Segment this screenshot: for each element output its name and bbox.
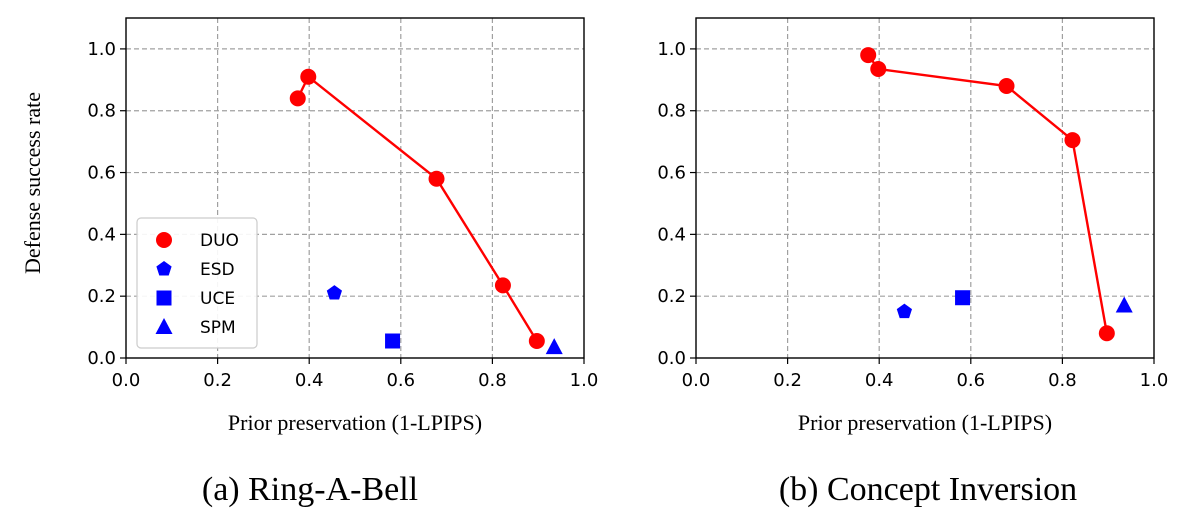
- uce-point: [385, 333, 401, 349]
- series-spm: [1115, 296, 1133, 313]
- legend-label-esd: ESD: [200, 260, 235, 280]
- series-uce: [385, 333, 401, 349]
- panel-a: 0.0 0.2 0.4 0.6 0.8 1.0 0.0 0.2 0.4 0.6 0.8 1.0 Prio…: [20, 17, 599, 508]
- series-esd: [326, 285, 342, 300]
- duo-point: [1098, 325, 1115, 342]
- panel-caption: (b) Concept Inversion: [779, 471, 1077, 508]
- x-tick-label: 0.4: [295, 370, 324, 391]
- x-tick-label: 0.6: [386, 370, 415, 391]
- spm-point: [1115, 296, 1133, 313]
- duo-point: [870, 61, 887, 77]
- duo-point: [428, 170, 445, 187]
- legend-label-spm: SPM: [200, 318, 236, 338]
- y-tick-label: 0.4: [87, 224, 116, 245]
- legend-marker-esd: [156, 261, 172, 276]
- x-axis-label: Prior preservation (1-LPIPS): [798, 410, 1052, 435]
- x-tick-label: 0.2: [773, 370, 802, 391]
- x-tick-label: 0.8: [1048, 370, 1077, 391]
- series-duo: [289, 68, 545, 349]
- y-tick-label: 0.2: [87, 286, 116, 307]
- x-tick-label: 0.6: [956, 370, 985, 391]
- x-tick-label: 0.4: [865, 370, 894, 391]
- duo-point: [860, 47, 877, 64]
- y-tick-label: 0.0: [657, 348, 686, 369]
- spm-point: [545, 338, 563, 355]
- series-uce: [955, 290, 971, 306]
- x-tick-label: 0.0: [682, 370, 711, 391]
- x-tick-label: 0.2: [203, 370, 232, 391]
- y-tick-label: 0.4: [657, 224, 686, 245]
- y-tick-label: 0.8: [87, 101, 116, 122]
- x-tick-label: 0.8: [478, 370, 507, 391]
- panel-b: 0.0 0.2 0.4 0.6 0.8 1.0 0.0 0.2 0.4 0.6 0.8 1.0 Prio…: [657, 17, 1169, 508]
- legend-marker-spm: [155, 318, 173, 334]
- legend-label-uce: UCE: [200, 289, 235, 309]
- axes-frame: [695, 17, 1155, 359]
- esd-point: [326, 285, 342, 300]
- series-esd: [896, 303, 912, 319]
- legend-marker-uce: [156, 290, 172, 306]
- x-tick-label: 1.0: [570, 370, 599, 391]
- y-tick-label: 0.2: [657, 286, 686, 307]
- legend-marker-duo: [156, 232, 172, 248]
- legend-box: [136, 217, 258, 349]
- series-spm: [545, 338, 563, 355]
- duo-point: [300, 68, 317, 85]
- x-axis-label: Prior preservation (1-LPIPS): [228, 410, 482, 435]
- duo-point: [289, 90, 306, 107]
- x-tick-label: 1.0: [1140, 370, 1169, 391]
- duo-line: [296, 74, 538, 342]
- y-tick-label: 1.0: [657, 39, 686, 60]
- panel-caption: (a) Ring-A-Bell: [202, 471, 418, 508]
- duo-point: [528, 333, 545, 349]
- x-tick-label: 0.0: [112, 370, 141, 391]
- series-duo: [860, 47, 1115, 342]
- legend: DUO ESD UCE SPM: [136, 217, 258, 349]
- duo-point: [998, 78, 1015, 94]
- duo-point: [1064, 132, 1081, 149]
- y-tick-label: 0.0: [87, 348, 116, 369]
- duo-line: [867, 54, 1109, 334]
- legend-label-duo: DUO: [200, 231, 239, 251]
- duo-point: [494, 277, 511, 294]
- y-tick-label: 0.6: [657, 163, 686, 184]
- esd-point: [896, 303, 912, 319]
- y-tick-label: 0.8: [657, 101, 686, 122]
- uce-point: [955, 290, 971, 306]
- axes-frame: [125, 17, 585, 359]
- y-tick-label: 1.0: [87, 39, 116, 60]
- y-tick-label: 0.6: [87, 163, 116, 184]
- y-axis-label: Defense success rate: [20, 92, 45, 274]
